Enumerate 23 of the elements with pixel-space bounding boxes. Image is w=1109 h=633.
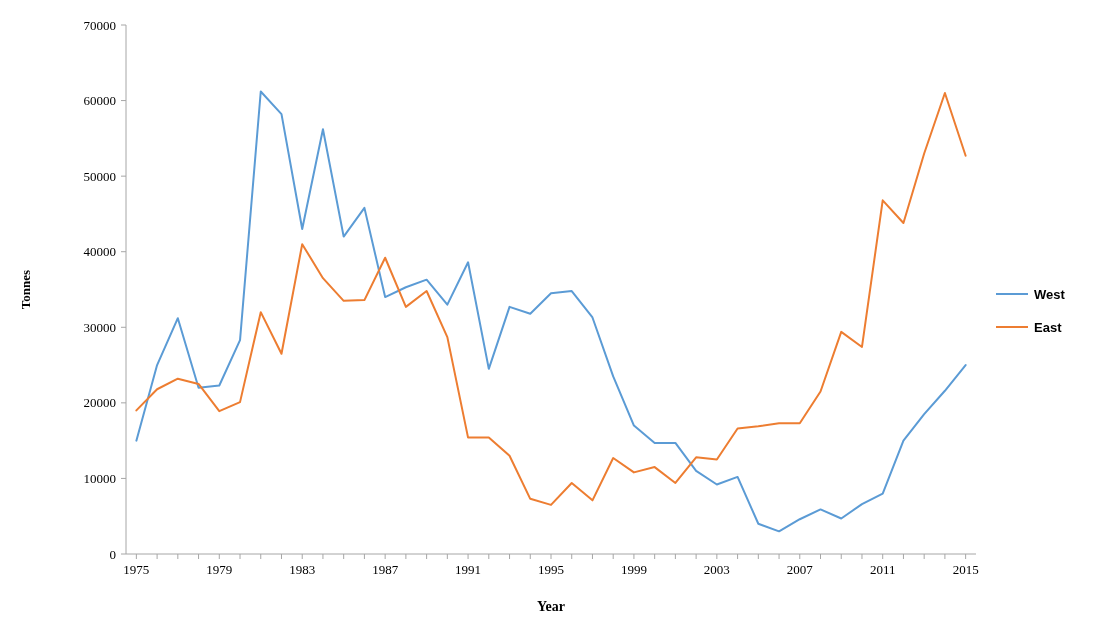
x-tick-label: 1975 <box>123 562 150 577</box>
legend-label: East <box>1034 319 1063 335</box>
x-tick-label: 2011 <box>869 562 896 577</box>
x-tick-label: 1979 <box>206 562 233 577</box>
x-tick-label: 1983 <box>289 562 316 577</box>
y-tick-label: 50000 <box>83 168 116 184</box>
x-tick-label: 2003 <box>703 562 730 577</box>
x-tick-label: 2015 <box>952 562 979 577</box>
y-tick-label: 30000 <box>83 319 116 335</box>
legend-label: West <box>1034 286 1066 302</box>
y-tick-label: 0 <box>109 546 116 562</box>
y-tick-label: 40000 <box>83 244 116 260</box>
y-tick-label: 20000 <box>83 395 116 411</box>
x-tick-label: 1999 <box>620 562 647 577</box>
y-tick-label: 60000 <box>83 93 116 109</box>
x-axis-title: Year <box>537 599 565 614</box>
y-tick-label: 70000 <box>83 17 116 33</box>
x-tick-label: 1991 <box>455 562 482 577</box>
x-tick-label: 1995 <box>538 562 564 577</box>
y-axis-title: Tonnes <box>18 269 33 310</box>
y-tick-label: 10000 <box>83 470 116 486</box>
x-tick-label: 1987 <box>372 562 399 577</box>
x-tick-label: 2007 <box>786 562 814 577</box>
